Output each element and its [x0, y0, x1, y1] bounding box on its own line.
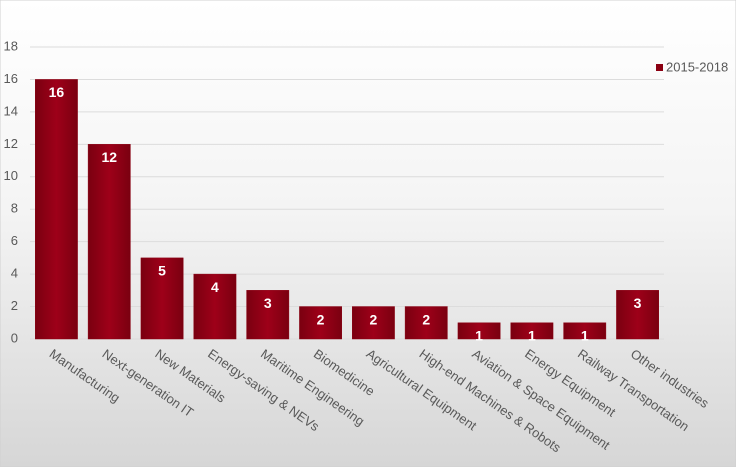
bar — [563, 322, 607, 340]
value-label: 4 — [211, 279, 219, 295]
y-tick-label: 6 — [11, 233, 18, 248]
value-label: 1 — [581, 327, 589, 343]
value-label: 16 — [49, 84, 65, 100]
y-tick-label: 14 — [4, 103, 18, 118]
bar — [457, 322, 501, 340]
value-label: 3 — [264, 295, 272, 311]
y-tick-label: 4 — [11, 266, 18, 281]
bar — [193, 273, 237, 340]
value-label: 12 — [101, 149, 117, 165]
y-tick-label: 12 — [4, 136, 18, 151]
y-tick-label: 0 — [11, 330, 18, 345]
y-tick-label: 10 — [4, 168, 18, 183]
bar — [140, 257, 184, 340]
value-label: 2 — [422, 311, 430, 327]
value-label: 3 — [634, 295, 642, 311]
bar — [35, 79, 78, 340]
bar — [352, 306, 395, 340]
bar — [299, 306, 342, 340]
value-label: 2 — [370, 311, 378, 327]
bar — [510, 322, 554, 340]
y-tick-label: 16 — [4, 71, 18, 86]
y-tick-label: 18 — [4, 38, 18, 53]
bar — [404, 306, 448, 340]
legend-swatch — [656, 64, 663, 71]
bar — [87, 144, 131, 340]
bar — [246, 290, 290, 340]
legend-label: 2015-2018 — [666, 59, 728, 74]
bar — [616, 290, 659, 340]
value-label: 2 — [317, 311, 325, 327]
y-tick-label: 8 — [11, 201, 18, 216]
value-label: 1 — [528, 327, 536, 343]
y-tick-label: 2 — [11, 298, 18, 313]
value-label: 1 — [475, 327, 483, 343]
value-label: 5 — [158, 263, 166, 279]
